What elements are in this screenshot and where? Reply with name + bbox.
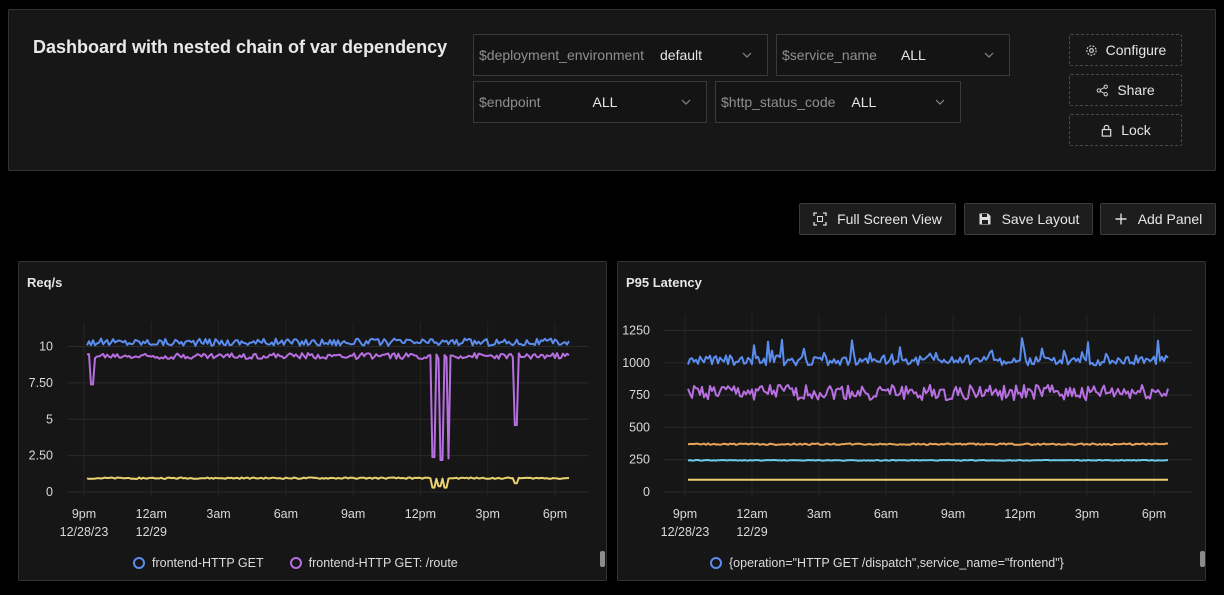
legend-label: {operation="HTTP GET /dispatch",service_…	[729, 556, 1064, 570]
y-tick-label: 500	[629, 420, 650, 434]
configure-label: Configure	[1105, 42, 1167, 58]
share-label: Share	[1117, 82, 1155, 98]
variable-service-name[interactable]: $service_name ALL	[776, 34, 1010, 76]
variable-deployment-environment[interactable]: $deployment_environment default	[473, 34, 768, 76]
lock-label: Lock	[1121, 122, 1151, 138]
legend-item[interactable]: frontend-HTTP GET	[133, 556, 264, 570]
y-tick-label: 1000	[622, 356, 650, 370]
variable-name: $endpoint	[479, 94, 541, 110]
panel-title: P95 Latency	[626, 275, 702, 290]
variable-value: ALL	[851, 94, 877, 110]
y-tick-label: 5	[46, 412, 53, 426]
x-tick-label: 9am	[941, 507, 965, 521]
x-tick-label: 12/28/23	[661, 525, 710, 539]
legend-label: frontend-HTTP GET: /route	[308, 556, 458, 570]
variable-endpoint[interactable]: $endpoint ALL	[473, 81, 707, 123]
x-tick-label: 9am	[341, 507, 365, 521]
dashboard-title: Dashboard with nested chain of var depen…	[33, 37, 448, 57]
variable-value: default	[660, 47, 703, 63]
share-icon	[1096, 84, 1109, 96]
x-tick-label: 6pm	[1142, 507, 1166, 521]
add-panel-button[interactable]: Add Panel	[1100, 203, 1216, 235]
add-panel-label: Add Panel	[1137, 211, 1203, 227]
series-line	[687, 384, 1169, 402]
panel-req-per-sec[interactable]: Req/s 10 7.50 5 2.50 0 9pm 12/28/23 12am 12/29 3a…	[18, 261, 607, 581]
chart-legend: {operation="HTTP GET /dispatch",service_…	[710, 556, 1064, 570]
x-tick-label: 12/29	[736, 525, 767, 539]
series-line	[687, 442, 1169, 446]
chevron-down-icon	[681, 99, 691, 105]
variable-name: $service_name	[782, 47, 877, 63]
variable-value: ALL	[592, 94, 618, 110]
y-tick-label: 2.50	[29, 449, 53, 463]
variable-http-status-code[interactable]: $http_status_code ALL	[715, 81, 961, 123]
y-tick-label: 750	[629, 388, 650, 402]
x-tick-label: 12/28/23	[60, 525, 109, 539]
panel-scrollbar[interactable]	[1200, 551, 1205, 567]
full-screen-view-button[interactable]: Full Screen View	[799, 203, 956, 235]
gear-icon	[1085, 44, 1097, 56]
save-icon	[979, 213, 991, 225]
legend-label: frontend-HTTP GET	[152, 556, 264, 570]
p95-latency-chart: 1250 1000 750 500 250 0 9pm 12/28/23 12am 12/29 3a…	[622, 314, 1192, 539]
y-tick-label: 1250	[622, 323, 650, 337]
x-tick-label: 12am	[136, 507, 167, 521]
full-screen-view-label: Full Screen View	[837, 211, 942, 227]
fullscreen-icon	[813, 212, 827, 226]
series-line	[86, 476, 570, 489]
series-line	[687, 459, 1169, 462]
legend-item[interactable]: {operation="HTTP GET /dispatch",service_…	[710, 556, 1064, 570]
save-layout-label: Save Layout	[1001, 211, 1080, 227]
x-tick-label: 6am	[274, 507, 298, 521]
req-per-sec-chart: 10 7.50 5 2.50 0 9pm 12/28/23 12am 12/29 3am 6am 9a…	[29, 322, 589, 539]
y-tick-label: 10	[39, 340, 53, 354]
lock-button[interactable]: Lock	[1069, 114, 1182, 146]
legend-marker	[133, 557, 145, 569]
x-tick-label: 6pm	[543, 507, 567, 521]
y-tick-label: 0	[46, 485, 53, 499]
plus-icon	[1115, 213, 1127, 225]
variable-value: ALL	[900, 47, 926, 63]
x-tick-label: 9pm	[72, 507, 96, 521]
chevron-down-icon	[984, 52, 994, 58]
legend-item[interactable]: frontend-HTTP GET: /route	[289, 556, 458, 570]
x-tick-label: 12pm	[405, 507, 436, 521]
variable-name: $deployment_environment	[479, 47, 644, 63]
x-tick-label: 3am	[206, 507, 230, 521]
share-button[interactable]: Share	[1069, 74, 1182, 106]
x-tick-label: 9pm	[673, 507, 697, 521]
x-tick-label: 12am	[736, 507, 767, 521]
chevron-down-icon	[742, 52, 752, 58]
y-tick-label: 250	[629, 453, 650, 467]
legend-marker	[710, 557, 722, 569]
panel-p95-latency[interactable]: P95 Latency 1250 1000 750 500 250 0 9pm 12/28/2…	[617, 261, 1206, 581]
series-line	[86, 337, 570, 347]
y-tick-label: 7.50	[29, 376, 53, 390]
x-tick-label: 3pm	[1075, 507, 1099, 521]
x-tick-label: 12/29	[136, 525, 167, 539]
x-tick-label: 12pm	[1004, 507, 1035, 521]
panel-scrollbar[interactable]	[600, 551, 605, 567]
chevron-down-icon	[935, 99, 945, 105]
x-tick-label: 6am	[874, 507, 898, 521]
series-line	[86, 352, 570, 461]
series-line	[687, 337, 1169, 367]
save-layout-button[interactable]: Save Layout	[964, 203, 1093, 235]
x-tick-label: 3pm	[476, 507, 500, 521]
legend-marker	[289, 557, 302, 569]
variable-name: $http_status_code	[721, 94, 836, 110]
configure-button[interactable]: Configure	[1069, 34, 1182, 66]
y-tick-label: 0	[643, 485, 650, 499]
lock-icon	[1101, 124, 1112, 137]
chart-legend: frontend-HTTP GET frontend-HTTP GET: /rou…	[133, 556, 458, 570]
x-tick-label: 3am	[807, 507, 831, 521]
panel-title: Req/s	[27, 275, 63, 290]
